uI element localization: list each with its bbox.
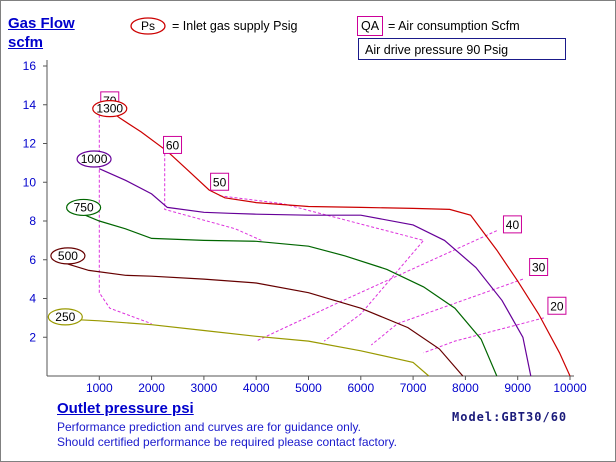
ps-legend-text: = Inlet gas supply Psig bbox=[172, 19, 298, 33]
qa-line-70 bbox=[98, 104, 152, 325]
qa-label-60: 60 bbox=[166, 138, 180, 152]
qa-line-40 bbox=[255, 230, 498, 342]
air-drive-pressure-box: Air drive pressure 90 Psig bbox=[358, 38, 566, 60]
ps-legend-symbol: Ps bbox=[130, 17, 166, 35]
ps-label-750: 750 bbox=[74, 200, 94, 214]
model-label: Model:GBT30/60 bbox=[452, 410, 568, 424]
x-tick-label: 7000 bbox=[400, 381, 427, 395]
qa-box-20 bbox=[547, 296, 567, 315]
qa-line-60 bbox=[164, 153, 262, 241]
qa-label-40: 40 bbox=[506, 218, 520, 232]
y-axis-label-line1: Gas Flow bbox=[8, 15, 75, 32]
qa-box-60 bbox=[163, 135, 183, 154]
y-tick-label: 6 bbox=[29, 253, 36, 267]
qa-label-30: 30 bbox=[532, 261, 546, 275]
note-line-1: Performance prediction and curves are fo… bbox=[57, 420, 361, 434]
ps-ellipse-750 bbox=[66, 198, 102, 217]
y-tick-label: 16 bbox=[23, 59, 37, 73]
qa-line-30 bbox=[370, 278, 524, 346]
qa-legend-symbol: QA bbox=[357, 16, 383, 36]
x-tick-label: 8000 bbox=[452, 381, 479, 395]
x-axis-label: Outlet pressure psi bbox=[57, 400, 194, 417]
x-tick-label: 3000 bbox=[191, 381, 218, 395]
y-tick-label: 8 bbox=[29, 214, 36, 228]
ps-label-500: 500 bbox=[58, 249, 78, 263]
series-line-1300 bbox=[98, 102, 571, 377]
qa-legend-text: = Air consumption Scfm bbox=[388, 19, 520, 33]
note-line-2: Should certified performance be required… bbox=[57, 435, 397, 449]
x-tick-label: 5000 bbox=[295, 381, 322, 395]
x-tick-label: 4000 bbox=[243, 381, 270, 395]
x-tick-label: 9000 bbox=[504, 381, 531, 395]
x-tick-label: 6000 bbox=[347, 381, 374, 395]
ps-ellipse-500 bbox=[50, 247, 86, 265]
qa-label-20: 20 bbox=[550, 299, 564, 313]
ps-label-250: 250 bbox=[55, 310, 75, 324]
x-tick-label: 1000 bbox=[86, 381, 113, 395]
y-tick-label: 12 bbox=[23, 137, 37, 151]
qa-line-20 bbox=[423, 317, 544, 354]
y-axis-label-line2: scfm bbox=[8, 34, 44, 51]
series-line-250 bbox=[60, 318, 430, 377]
series-line-750 bbox=[75, 210, 498, 377]
x-tick-label: 2000 bbox=[138, 381, 165, 395]
ps-ellipse-1300 bbox=[92, 100, 128, 118]
ps-label-1000: 1000 bbox=[81, 152, 108, 166]
qa-box-50 bbox=[210, 172, 230, 191]
ps-legend-symbol-text: Ps bbox=[141, 19, 155, 33]
ps-label-1300: 1300 bbox=[96, 102, 123, 116]
y-axis-label: Gas Flow scfm bbox=[8, 14, 75, 52]
ps-ellipse-250 bbox=[47, 308, 83, 326]
y-tick-label: 2 bbox=[29, 330, 36, 344]
qa-box-30 bbox=[529, 258, 549, 276]
y-tick-label: 10 bbox=[23, 175, 37, 189]
series-line-500 bbox=[59, 261, 464, 377]
qa-label-50: 50 bbox=[213, 175, 227, 189]
x-tick-label: 10000 bbox=[553, 381, 587, 395]
series-line-1000 bbox=[99, 168, 532, 377]
qa-line-50 bbox=[219, 195, 425, 342]
ps-ellipse-1000 bbox=[76, 150, 112, 168]
y-tick-label: 4 bbox=[29, 292, 36, 306]
y-tick-label: 14 bbox=[23, 98, 37, 112]
qa-box-40 bbox=[502, 215, 522, 234]
